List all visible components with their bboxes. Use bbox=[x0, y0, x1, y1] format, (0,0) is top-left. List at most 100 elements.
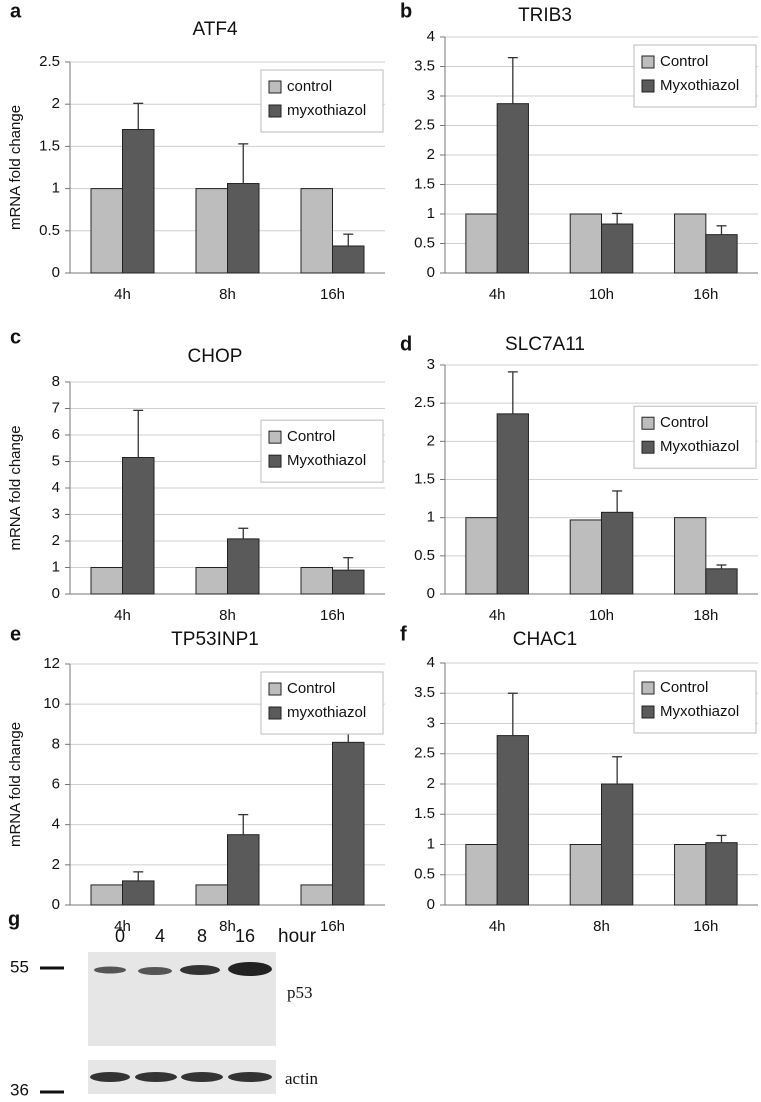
y-tick-label: 3 bbox=[427, 714, 435, 731]
x-tick-label: 16h bbox=[693, 918, 718, 935]
legend-box bbox=[633, 44, 757, 108]
y-tick-label: 2 bbox=[427, 146, 435, 163]
blot-band bbox=[135, 1072, 177, 1082]
error-bar bbox=[238, 143, 249, 184]
y-tick-label: 0.5 bbox=[39, 222, 60, 239]
panel-label: b bbox=[400, 0, 412, 22]
y-tick-label: 1.5 bbox=[414, 470, 435, 487]
bar bbox=[332, 741, 365, 906]
bar bbox=[465, 844, 498, 906]
y-tick-label: 4 bbox=[427, 654, 435, 671]
y-axis-label: mRNA fold change bbox=[7, 105, 24, 230]
y-tick-label: 1 bbox=[427, 205, 435, 222]
legend-box bbox=[260, 69, 384, 133]
bar bbox=[674, 213, 707, 274]
y-tick-label: 0.5 bbox=[414, 234, 435, 251]
y-tick-label: 2.5 bbox=[39, 53, 60, 70]
y-tick-label: 0.5 bbox=[414, 547, 435, 564]
y-tick-label: 3 bbox=[427, 356, 435, 373]
legend-label: myxothiazol bbox=[287, 704, 366, 721]
band-label: actin bbox=[285, 1069, 319, 1088]
x-tick-label: 16h bbox=[320, 286, 345, 303]
legend-swatch bbox=[641, 705, 655, 719]
y-tick-label: 2 bbox=[52, 856, 60, 873]
y-tick-label: 0 bbox=[52, 264, 60, 281]
error-bar bbox=[716, 225, 727, 235]
x-tick-label: 4h bbox=[489, 607, 506, 624]
x-tick-label: 8h bbox=[219, 918, 236, 935]
bar bbox=[496, 103, 529, 274]
legend-box bbox=[633, 405, 757, 469]
legend-label: Control bbox=[660, 679, 708, 696]
error-bar bbox=[507, 371, 518, 414]
legend-box bbox=[260, 671, 384, 735]
bar bbox=[332, 569, 365, 595]
x-tick-label: 16h bbox=[320, 918, 345, 935]
y-tick-label: 0 bbox=[427, 585, 435, 602]
error-bar bbox=[507, 692, 518, 736]
y-tick-label: 1 bbox=[52, 558, 60, 575]
blot-band bbox=[181, 1072, 223, 1082]
lane-label: 16 bbox=[235, 926, 255, 946]
legend-label: control bbox=[287, 78, 332, 95]
marker-label: 55 bbox=[10, 957, 29, 976]
x-tick-label: 16h bbox=[693, 286, 718, 303]
legend-label: Control bbox=[660, 53, 708, 70]
y-axis-label: mRNA fold change bbox=[7, 425, 24, 550]
y-tick-label: 1 bbox=[427, 835, 435, 852]
y-tick-label: 2.5 bbox=[414, 745, 435, 762]
bar bbox=[705, 234, 738, 274]
y-tick-label: 10 bbox=[43, 695, 60, 712]
chart-title: TP53INP1 bbox=[171, 629, 259, 650]
x-tick-label: 16h bbox=[320, 607, 345, 624]
legend-label: Myxothiazol bbox=[660, 438, 739, 455]
error-bar bbox=[612, 756, 623, 784]
y-tick-label: 6 bbox=[52, 775, 60, 792]
y-tick-label: 1.5 bbox=[414, 175, 435, 192]
bar bbox=[674, 517, 707, 595]
bar bbox=[195, 188, 228, 274]
bar bbox=[195, 567, 228, 595]
y-tick-label: 7 bbox=[52, 399, 60, 416]
chart: e TP53INP1 mRNA fold change 0 2 4 6 8 10 12 4h 8h 16… bbox=[7, 623, 385, 935]
chart-title: ATF4 bbox=[192, 19, 237, 40]
y-axis-label: mRNA fold change bbox=[7, 722, 24, 847]
legend-swatch bbox=[268, 706, 282, 720]
legend-box bbox=[260, 419, 384, 483]
chart: c CHOP mRNA fold change 0 1 2 3 4 5 6 7 8 4h 8h 16h Con… bbox=[7, 326, 385, 624]
panel-label: f bbox=[400, 623, 407, 645]
lane-label: 8 bbox=[197, 926, 207, 946]
panel-label: a bbox=[10, 0, 22, 22]
legend-swatch bbox=[268, 104, 282, 118]
error-bar bbox=[343, 233, 354, 246]
legend-swatch bbox=[268, 80, 282, 94]
x-tick-label: 8h bbox=[219, 607, 236, 624]
lane-label: 0 bbox=[115, 926, 125, 946]
legend-label: Control bbox=[287, 428, 335, 445]
panel-label: c bbox=[10, 326, 21, 348]
bar bbox=[300, 188, 333, 274]
legend-label: Control bbox=[660, 414, 708, 431]
x-tick-label: 4h bbox=[489, 918, 506, 935]
y-tick-label: 3 bbox=[52, 505, 60, 522]
blot-band bbox=[90, 1072, 130, 1082]
bar bbox=[601, 223, 634, 274]
y-tick-label: 5 bbox=[52, 452, 60, 469]
y-tick-label: 0 bbox=[52, 585, 60, 602]
bar bbox=[122, 457, 155, 595]
legend-label: myxothiazol bbox=[287, 102, 366, 119]
x-tick-label: 4h bbox=[114, 607, 131, 624]
error-bar bbox=[133, 871, 144, 881]
y-tick-label: 1 bbox=[427, 509, 435, 526]
y-tick-label: 0 bbox=[52, 896, 60, 913]
error-bar bbox=[238, 527, 249, 539]
bar bbox=[496, 413, 529, 595]
legend-label: Myxothiazol bbox=[660, 703, 739, 720]
y-tick-label: 2 bbox=[427, 432, 435, 449]
y-tick-label: 0 bbox=[427, 896, 435, 913]
x-tick-label: 4h bbox=[114, 286, 131, 303]
bar bbox=[332, 245, 365, 274]
bar bbox=[300, 884, 333, 906]
y-tick-label: 3.5 bbox=[414, 57, 435, 74]
